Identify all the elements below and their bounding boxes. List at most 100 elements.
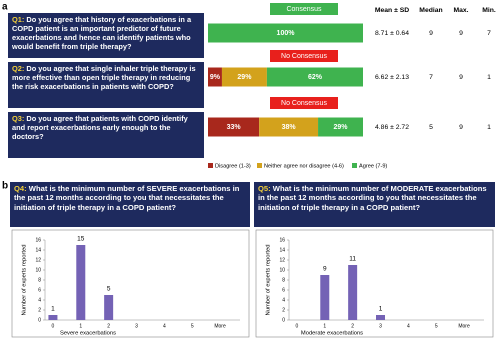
y-tick-label: 8 <box>282 277 285 283</box>
x-tick-label: More <box>458 323 470 329</box>
x-axis-label: Severe exacerbations <box>60 331 116 337</box>
y-tick-label: 10 <box>279 267 285 273</box>
y-tick-label: 14 <box>35 247 41 253</box>
question-box: Q3: Do you agree that patients with COPD… <box>8 112 204 158</box>
bar-segment <box>266 67 363 87</box>
question-label: Q1: <box>12 15 25 24</box>
x-tick-label: 0 <box>296 323 299 329</box>
value-label: 11 <box>349 256 356 263</box>
bar-segment <box>221 67 267 87</box>
question-box: Q5: What is the minimum number of MODERA… <box>254 182 495 227</box>
bar <box>348 265 358 320</box>
value-label: 5 <box>107 286 111 293</box>
y-tick-label: 2 <box>282 307 285 313</box>
value-label: 9 <box>323 266 327 273</box>
x-tick-label: 1 <box>79 323 82 329</box>
question-box: Q1: Do you agree that history of exacerb… <box>8 13 204 58</box>
table-header: Min. <box>482 7 496 14</box>
x-tick-label: 3 <box>379 323 382 329</box>
legend-label: Neither agree nor disagree (4-6) <box>264 163 344 169</box>
chart-frame <box>255 229 494 338</box>
bar-segment <box>259 117 319 137</box>
bar-segment <box>208 67 222 87</box>
x-tick-label: More <box>214 323 226 329</box>
table-cell: 4.86 ± 2.72 <box>375 124 409 131</box>
table-cell: 9 <box>429 30 433 37</box>
table-cell: 5 <box>429 124 433 131</box>
question-label: Q4: <box>14 184 27 193</box>
status-box <box>270 97 338 109</box>
x-tick-label: 5 <box>435 323 438 329</box>
status-box <box>270 3 338 15</box>
x-tick-label: 5 <box>191 323 194 329</box>
table-cell: 9 <box>459 30 463 37</box>
y-tick-label: 12 <box>279 257 285 263</box>
table-cell: 8.71 ± 0.64 <box>375 30 409 37</box>
segment-label: 38% <box>282 124 297 131</box>
bar <box>376 315 385 320</box>
table-header: Median <box>419 7 442 14</box>
table-cell: 7 <box>429 74 433 81</box>
x-tick-label: 4 <box>163 323 166 329</box>
y-axis-label: Number of experts reported <box>22 245 28 316</box>
bar-segment <box>318 117 363 137</box>
status-label: No Consensus <box>281 100 327 107</box>
x-tick-label: 3 <box>135 323 138 329</box>
bar <box>76 245 86 320</box>
segment-label: 9% <box>210 74 221 81</box>
chart-frame <box>11 229 250 338</box>
question-text: What is the minimum number of MODERATE e… <box>258 184 487 212</box>
y-tick-label: 6 <box>38 287 41 293</box>
table-cell: 6.62 ± 2.13 <box>375 74 409 81</box>
value-label: 1 <box>51 306 55 313</box>
table-cell: 7 <box>487 30 491 37</box>
y-tick-label: 2 <box>38 307 41 313</box>
y-tick-label: 6 <box>282 287 285 293</box>
question-label: Q3: <box>12 114 25 123</box>
status-label: Consensus <box>286 6 322 13</box>
table-cell: 1 <box>487 74 491 81</box>
y-tick-label: 16 <box>279 237 285 243</box>
legend-swatch <box>208 163 213 168</box>
value-label: 1 <box>379 306 383 313</box>
y-tick-label: 12 <box>35 257 41 263</box>
y-tick-label: 16 <box>35 237 41 243</box>
question-text: Do you agree that patients with COPD ide… <box>12 114 188 142</box>
x-tick-label: 2 <box>107 323 110 329</box>
bar-segment <box>208 23 363 43</box>
y-tick-label: 0 <box>282 317 285 323</box>
table-header: Mean ± SD <box>375 7 409 14</box>
bar <box>48 315 58 320</box>
bar <box>104 295 114 320</box>
legend-swatch <box>352 163 357 168</box>
y-tick-label: 14 <box>279 247 285 253</box>
segment-label: 62% <box>308 74 323 81</box>
question-box: Q2: Do you agree that single inhaler tri… <box>8 62 204 108</box>
y-axis-label: Number of experts reported <box>266 245 272 316</box>
segment-label: 29% <box>237 74 252 81</box>
segment-label: 100% <box>277 30 296 37</box>
question-label: Q2: <box>12 64 25 73</box>
table-cell: 1 <box>487 124 491 131</box>
legend-swatch <box>257 163 262 168</box>
status-box <box>270 50 338 62</box>
table-header: Max. <box>453 7 468 14</box>
status-label: No Consensus <box>281 53 327 60</box>
y-tick-label: 8 <box>38 277 41 283</box>
legend-label: Agree (7-9) <box>359 163 387 169</box>
panel-label: b <box>2 181 8 192</box>
question-text: Do you agree that history of exacerbatio… <box>12 15 192 52</box>
x-tick-label: 1 <box>323 323 326 329</box>
segment-label: 33% <box>227 124 242 131</box>
question-label: Q5: <box>258 184 271 193</box>
panel-label: a <box>2 2 8 13</box>
x-tick-label: 2 <box>351 323 354 329</box>
value-label: 15 <box>77 236 85 243</box>
legend-label: Disagree (1-3) <box>215 163 251 169</box>
x-axis-label: Moderate exacerbations <box>301 331 363 337</box>
y-tick-label: 4 <box>38 297 41 303</box>
y-tick-label: 4 <box>282 297 285 303</box>
segment-label: 29% <box>334 124 349 131</box>
